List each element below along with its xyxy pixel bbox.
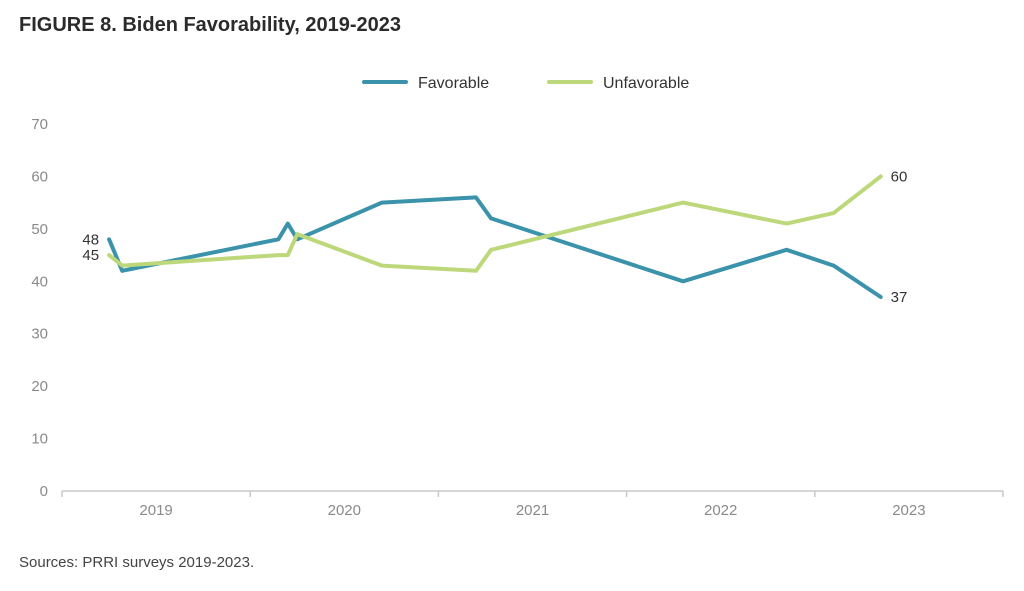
y-axis: 0 10 20 30 40 50 60 70	[31, 116, 48, 500]
x-tick-label: 2019	[139, 502, 172, 519]
legend: Favorable Unfavorable	[362, 75, 689, 92]
data-label-unfavorable: 60	[891, 168, 908, 185]
y-tick-label: 0	[40, 483, 48, 500]
legend-label-favorable: Favorable	[418, 75, 489, 92]
legend-label-unfavorable: Unfavorable	[603, 75, 689, 92]
series-line-favorable	[107, 195, 883, 299]
data-label-favorable: 48	[82, 231, 99, 248]
x-tick-label: 2020	[328, 502, 361, 519]
series-line-unfavorable	[107, 174, 883, 273]
data-label-unfavorable: 45	[82, 247, 99, 264]
y-tick-label: 30	[31, 326, 48, 343]
series-lines	[107, 174, 883, 299]
y-tick-label: 40	[31, 273, 48, 290]
data-labels: 48 37 45 60	[82, 168, 907, 306]
data-label-favorable: 37	[891, 289, 908, 306]
source-note: Sources: PRRI surveys 2019-2023.	[19, 554, 255, 571]
y-tick-label: 50	[31, 221, 48, 238]
x-axis: 2019 2020 2021 2022 2023	[61, 490, 1004, 519]
x-tick-label: 2021	[516, 502, 549, 519]
y-tick-label: 60	[31, 168, 48, 185]
chart-title: FIGURE 8. Biden Favorability, 2019-2023	[19, 14, 401, 36]
y-tick-label: 10	[31, 431, 48, 448]
x-tick-label: 2022	[704, 502, 737, 519]
x-tick-label: 2023	[892, 502, 925, 519]
y-tick-label: 70	[31, 116, 48, 133]
y-tick-label: 20	[31, 378, 48, 395]
